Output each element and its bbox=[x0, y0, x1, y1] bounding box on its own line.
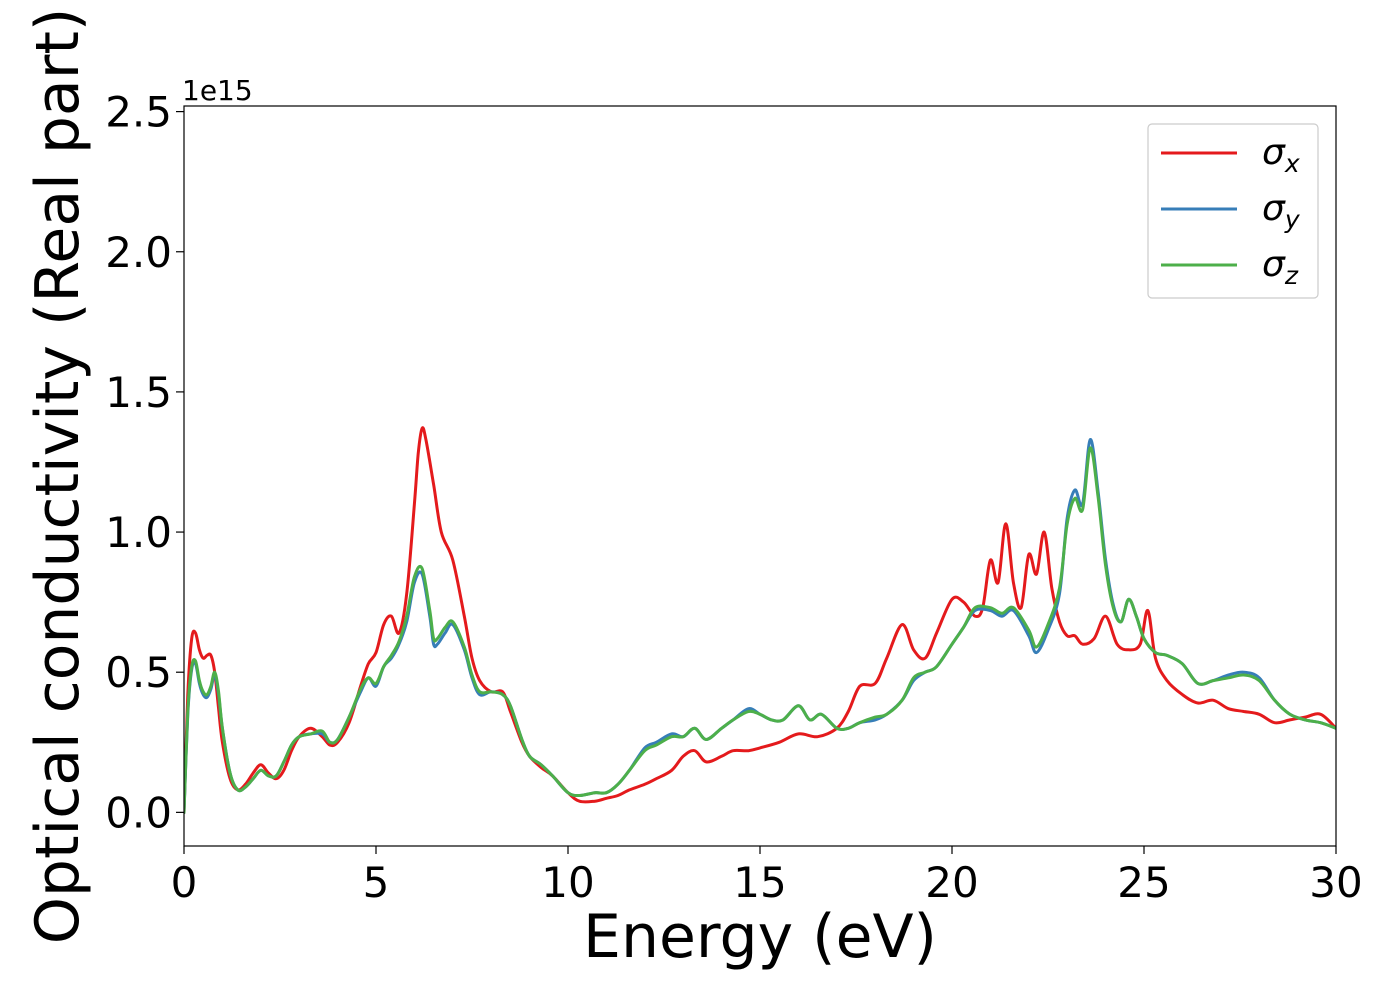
y-tick-label: 2.5 bbox=[105, 88, 172, 137]
legend-label-subscript: y bbox=[1284, 205, 1301, 234]
y-axis-ticks: 0.0 0.5 1.0 1.5 2.0 2.5 bbox=[105, 88, 184, 837]
legend-label-y: σy bbox=[1262, 188, 1301, 234]
legend-label-symbol: σ bbox=[1262, 244, 1286, 285]
y-tick-label: 1.5 bbox=[105, 368, 172, 417]
legend-label-z: σz bbox=[1262, 244, 1299, 290]
x-tick-label: 10 bbox=[541, 858, 594, 907]
legend-label-subscript: x bbox=[1284, 149, 1300, 178]
x-tick-label: 25 bbox=[1117, 858, 1170, 907]
legend-label-subscript: z bbox=[1284, 261, 1299, 290]
y-axis-label: Optical conductivity (Real part) bbox=[23, 8, 93, 945]
legend-label-symbol: σ bbox=[1262, 132, 1286, 173]
y-tick-label: 0.0 bbox=[105, 788, 172, 837]
legend-box bbox=[1147, 123, 1319, 299]
series-line-z bbox=[184, 446, 1336, 814]
x-tick-label: 5 bbox=[363, 858, 390, 907]
x-axis-label: Energy (eV) bbox=[583, 902, 937, 972]
x-axis-ticks: 0 5 10 15 20 25 30 bbox=[171, 846, 1363, 907]
series-line-x bbox=[184, 426, 1336, 814]
y-tick-label: 1.0 bbox=[105, 508, 172, 557]
y-tick-label: 0.5 bbox=[105, 648, 172, 697]
legend-label-x: σx bbox=[1262, 132, 1300, 178]
x-tick-label: 30 bbox=[1309, 858, 1362, 907]
x-tick-label: 20 bbox=[925, 858, 978, 907]
x-tick-label: 0 bbox=[171, 858, 198, 907]
series-layer bbox=[184, 426, 1336, 814]
y-tick-label: 2.0 bbox=[105, 228, 172, 277]
y-axis-offset-label: 1e15 bbox=[182, 74, 253, 107]
legend-label-symbol: σ bbox=[1262, 188, 1286, 229]
x-tick-label: 15 bbox=[733, 858, 786, 907]
